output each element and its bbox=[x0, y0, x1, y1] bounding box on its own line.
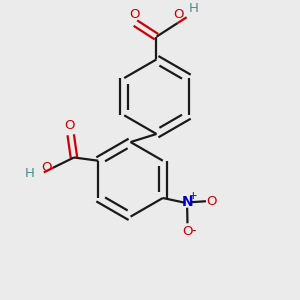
Text: H: H bbox=[25, 167, 35, 179]
Text: O: O bbox=[206, 195, 216, 208]
Text: -: - bbox=[192, 224, 196, 237]
Text: +: + bbox=[189, 191, 198, 201]
Text: O: O bbox=[174, 8, 184, 20]
Text: H: H bbox=[189, 2, 199, 15]
Text: O: O bbox=[41, 161, 52, 174]
Text: O: O bbox=[182, 225, 193, 238]
Text: N: N bbox=[182, 195, 193, 209]
Text: O: O bbox=[129, 8, 140, 20]
Text: O: O bbox=[64, 119, 75, 132]
